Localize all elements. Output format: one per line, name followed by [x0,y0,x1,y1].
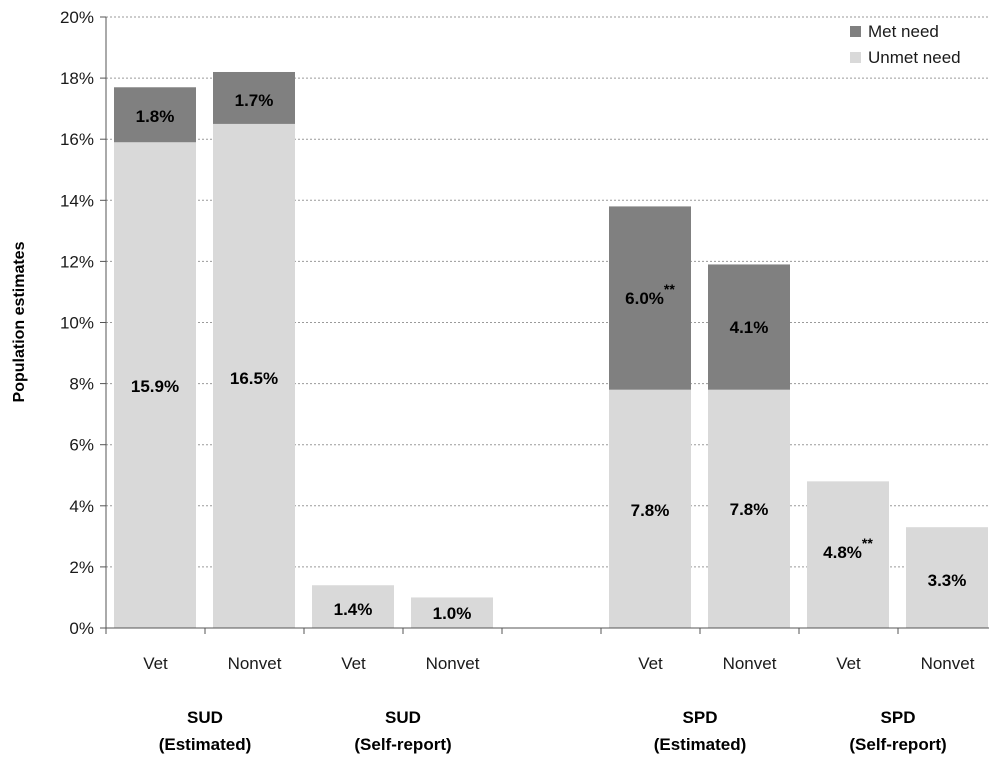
y-tick-label: 18% [60,69,94,88]
bars [114,71,988,629]
bar-unmet-need [906,527,988,628]
bar-met-need [609,206,691,390]
group-sublabel: (Estimated) [159,735,252,754]
legend-swatch [850,52,861,63]
legend-swatch [850,26,861,37]
legend-label: Met need [868,22,939,41]
data-label-met: 4.1% [730,318,769,337]
group-sublabel: (Estimated) [654,735,747,754]
x-tick-label: Nonvet [228,654,282,673]
y-axis-title: Population estimates [11,241,28,402]
y-tick-label: 20% [60,8,94,27]
x-tick-label: Nonvet [723,654,777,673]
bar-unmet-need [312,585,394,628]
data-label-unmet: 15.9% [131,377,179,396]
bar-met-need [708,264,790,390]
y-tick-label: 16% [60,130,94,149]
x-tick-label: Nonvet [921,654,975,673]
bar-unmet-need [213,123,295,629]
y-tick-label: 14% [60,191,94,210]
x-tick-label: Nonvet [426,654,480,673]
group-sublabel: (Self-report) [849,735,946,754]
data-label-unmet: 3.3% [928,571,967,590]
legend-label: Unmet need [868,48,961,67]
x-tick-label: Vet [836,654,861,673]
data-label-unmet: 1.0% [433,604,472,623]
gridlines [106,16,989,568]
x-axis: Vet Nonvet Vet Nonvet Vet Nonvet Vet Nonvet SUD (… [105,627,989,754]
y-tick-label: 0% [69,619,94,638]
y-tick-label: 2% [69,558,94,577]
data-label-unmet: 7.8% [631,501,670,520]
bar-met-need [114,87,196,143]
group-label: SPD [881,708,916,727]
y-tick-label: 4% [69,497,94,516]
data-label-met: 1.7% [235,91,274,110]
group-label: SUD [187,708,223,727]
data-label-met: 1.8% [136,107,175,126]
x-tick-label: Vet [341,654,366,673]
y-axis: 0% 2% 4% 6% 8% 10% 12% 14% 16% 18% 20% [60,8,107,638]
bar-unmet-need [411,597,493,628]
bar-met-need [213,71,295,124]
data-label-unmet: 16.5% [230,369,278,388]
x-tick-label: Vet [143,654,168,673]
y-tick-label: 8% [69,375,94,394]
y-tick-label: 12% [60,252,94,271]
x-tick-label: Vet [638,654,663,673]
bar-unmet-need [114,142,196,628]
group-label: SUD [385,708,421,727]
group-label: SPD [683,708,718,727]
bar-unmet-need [609,389,691,628]
y-tick-label: 6% [69,436,94,455]
data-label-unmet: 7.8% [730,500,769,519]
legend: Met need Unmet need [850,22,961,67]
bar-unmet-need [807,481,889,628]
data-label-unmet: 1.4% [334,600,373,619]
bar-unmet-need [708,389,790,628]
group-sublabel: (Self-report) [354,735,451,754]
y-tick-label: 10% [60,314,94,333]
